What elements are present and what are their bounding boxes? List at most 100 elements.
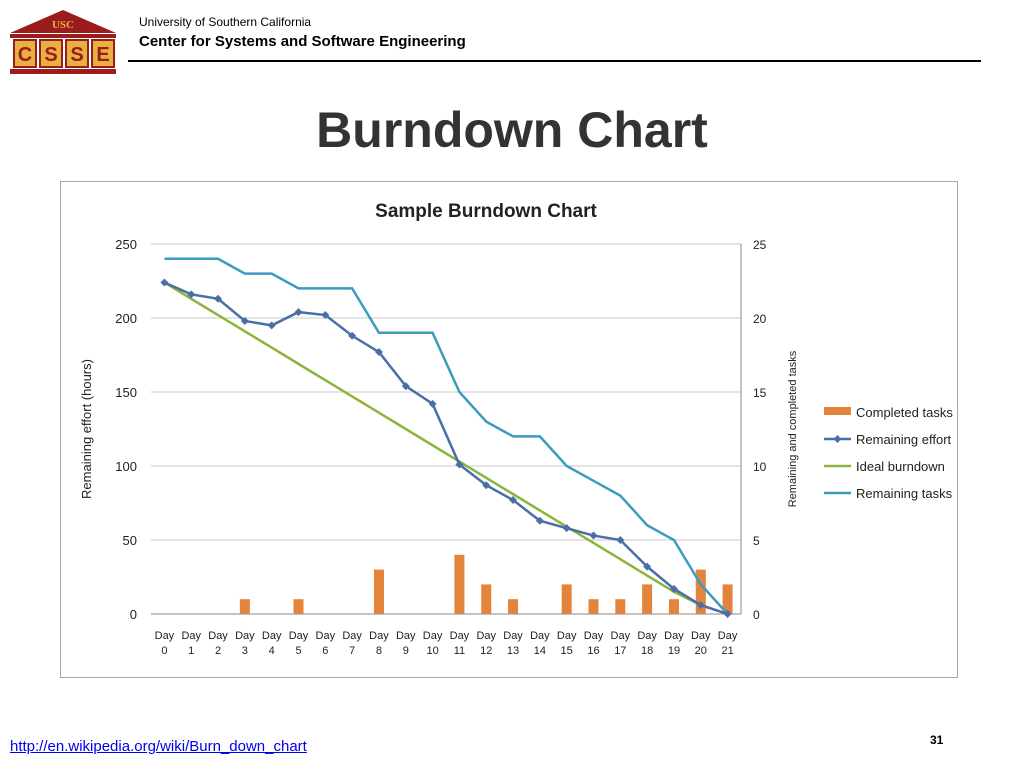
x-tick-label: Day 19 (664, 630, 684, 657)
completed-tasks-bar (508, 599, 519, 614)
logo-base (10, 69, 116, 74)
remaining-effort-point (321, 311, 330, 320)
remaining-effort-point (455, 460, 464, 469)
y2-tick-label: 0 (753, 608, 760, 622)
logo-letter-box (65, 39, 89, 68)
x-tick-label: Day 11 (450, 630, 470, 657)
x-tick-label: Day 15 (557, 630, 577, 657)
logo-letter-box (13, 39, 37, 68)
legend-label: Remaining effort (856, 432, 952, 447)
logo-usc-text: USC (52, 19, 74, 31)
remaining-effort-point (214, 294, 223, 303)
y2-tick-label: 25 (753, 238, 767, 252)
y2-tick-label: 5 (753, 534, 760, 548)
x-tick-label: Day 20 (691, 630, 711, 657)
x-tick-label: Day 3 (235, 630, 255, 657)
x-tick-label: Day 13 (503, 630, 523, 657)
completed-tasks-bar (454, 554, 465, 614)
burndown-chart: Sample Burndown Chart 0 50 100 150 200 250 0 5 10… (79, 201, 953, 657)
completed-tasks-bar (695, 569, 706, 614)
ideal-burndown-line (163, 281, 728, 616)
y-tick-label: 200 (115, 311, 137, 326)
remaining-effort-point (696, 601, 705, 610)
legend-label: Remaining tasks (856, 486, 953, 501)
y2-tick-label: 15 (753, 386, 767, 400)
completed-tasks-bar (481, 584, 492, 614)
remaining-effort-point (160, 278, 169, 287)
y-tick-label: 50 (123, 533, 137, 548)
completed-tasks-bar (615, 599, 626, 614)
logo-letter: S (70, 44, 83, 66)
chart-title: Sample Burndown Chart (375, 201, 597, 222)
logo-letter: C (18, 44, 32, 66)
completed-tasks-bar (722, 584, 733, 614)
remaining-tasks-line (164, 257, 729, 615)
logo-beam (10, 34, 116, 38)
remaining-effort-point (562, 524, 571, 533)
university-name: University of Southern California (139, 15, 312, 29)
x-tick-label: Day 21 (718, 630, 738, 657)
completed-tasks-bar (373, 569, 384, 614)
slide-title: Burndown Chart (316, 102, 708, 158)
x-tick-label: Day 0 (155, 630, 175, 657)
logo-letter: S (44, 44, 57, 66)
completed-tasks-bar (293, 599, 304, 614)
x-tick-label: Day 10 (423, 630, 443, 657)
completed-tasks-bar (642, 584, 653, 614)
y-tick-label: 250 (115, 237, 137, 252)
y-tick-label: 150 (115, 385, 137, 400)
x-tick-label: Day 6 (316, 630, 336, 657)
completed-tasks-bar (668, 599, 679, 614)
remaining-effort-point (616, 536, 625, 544)
y-tick-label: 0 (130, 607, 137, 622)
wikipedia-link[interactable]: http://en.wikipedia.org/wiki/Burn_down_c… (10, 738, 307, 755)
remaining-effort-point (374, 348, 383, 357)
x-tick-label: Day 7 (342, 630, 362, 657)
remaining-effort-point (348, 331, 357, 340)
completed-tasks-bar (239, 599, 250, 614)
legend-marker (833, 435, 842, 443)
logo-letter-box (91, 39, 115, 68)
x-tick-label: Day 2 (208, 630, 228, 657)
chart-frame: Sample Burndown Chart 0 50 100 150 200 250 0 5 10… (60, 181, 958, 678)
page-number: 31 (930, 733, 944, 747)
y2-tick-label: 10 (753, 460, 767, 474)
remaining-effort-point (482, 481, 491, 490)
x-tick-label: Day 12 (476, 630, 496, 657)
x-tick-label: Day 16 (584, 630, 604, 657)
x-tick-label: Day 14 (530, 630, 550, 657)
y2-tick-label: 20 (753, 312, 767, 326)
x-tick-label: Day 18 (637, 630, 657, 657)
legend-swatch-completed-tasks (824, 407, 851, 415)
header-divider (128, 60, 981, 62)
remaining-effort-point (535, 516, 544, 525)
remaining-effort-point (428, 399, 437, 408)
logo-letter-box (39, 39, 63, 68)
logo-roof (10, 10, 116, 33)
x-tick-label: Day 8 (369, 630, 389, 657)
remaining-effort-line (163, 281, 728, 616)
remaining-effort-point (669, 584, 678, 593)
x-tick-label: Day 4 (262, 630, 282, 657)
remaining-effort-point (240, 316, 249, 325)
remaining-effort-point (643, 562, 652, 571)
center-name: Center for Systems and Software Engineer… (139, 33, 466, 50)
y-axis-title: Remaining effort (hours) (79, 359, 94, 499)
logo-letter: E (96, 44, 109, 66)
remaining-effort-point (401, 382, 410, 391)
remaining-effort-point (723, 610, 732, 618)
remaining-effort-point (187, 290, 196, 299)
completed-tasks-bar (561, 584, 572, 614)
remaining-effort-point (294, 308, 303, 317)
x-tick-label: Day 17 (611, 630, 631, 657)
x-tick-label: Day 9 (396, 630, 416, 657)
legend-label: Completed tasks (856, 405, 953, 420)
remaining-effort-point (589, 531, 598, 540)
y-tick-label: 100 (115, 459, 137, 474)
remaining-effort-point (509, 496, 518, 505)
completed-tasks-bar (588, 599, 599, 614)
x-tick-label: Day 5 (289, 630, 309, 657)
remaining-effort-point (267, 321, 276, 330)
